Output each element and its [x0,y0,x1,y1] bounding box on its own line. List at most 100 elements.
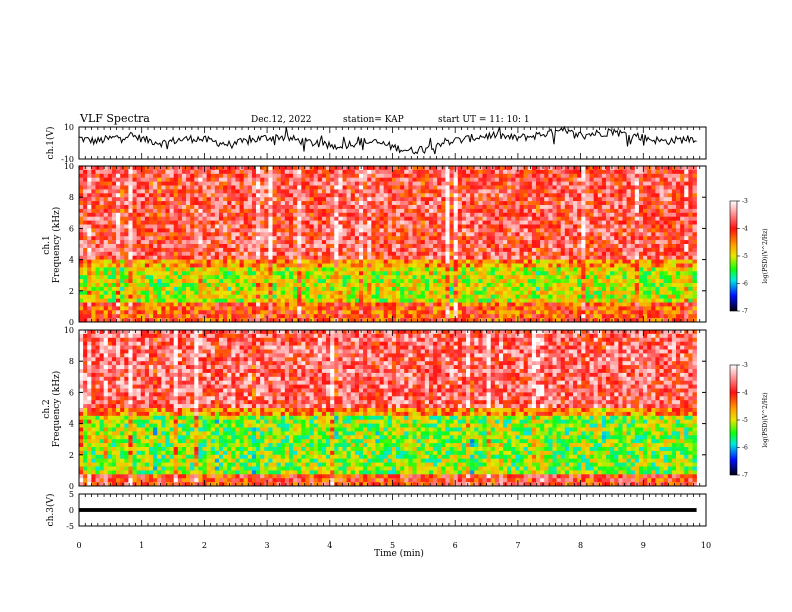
spectrogram-cell [573,279,578,284]
spectrogram-cell [548,302,553,307]
spectrogram-cell [511,244,516,249]
spectrogram-cell [367,267,372,272]
spectrogram-cell [165,290,170,295]
spectrogram-cell [408,173,413,178]
spectrogram-cell [350,228,356,233]
spectrogram-cell [235,279,240,284]
spectrogram-cell [334,169,339,175]
spectrogram-cell [404,279,409,284]
spectrogram-cell [264,283,269,288]
spectrogram-cell [363,290,368,295]
spectrogram-cell [169,208,174,214]
spectrogram-cell [346,310,352,315]
spectrogram-cell [276,166,282,171]
spectrogram-cell [498,220,504,225]
spectrogram-cell [120,267,125,272]
spectrogram-cell [441,306,446,311]
spectrogram-cell [321,201,327,206]
spectrogram-cell [95,298,100,303]
spectrogram-cell [523,286,529,292]
spectrogram-cell [503,286,508,292]
spectrogram-cell [416,244,422,249]
spectrogram-cell [190,232,195,237]
spectrogram-cell [424,232,430,237]
spectrogram-cell [536,267,541,272]
spectrogram-cell [157,228,162,233]
spectrogram-cell [83,177,88,182]
spectrogram-cell [330,251,335,256]
spectrogram-cell [153,205,158,210]
spectrogram-cell [272,173,277,178]
spectrogram-cell [194,286,199,292]
spectrogram-cell [210,205,216,210]
spectrogram-cell [148,314,154,319]
spectrogram-cell [181,255,187,260]
spectrogram-cell [577,302,582,307]
spectrogram-cell [564,259,570,264]
spectrogram-cell [99,302,105,307]
spectrogram-cell [470,232,475,237]
spectrogram-cell [124,286,129,292]
spectrogram-cell [531,169,537,175]
spectrogram-cell [470,306,475,311]
spectrogram-cell [140,283,146,288]
spectrogram-cell [148,166,154,171]
spectrogram-cell [251,286,257,292]
spectrogram-cell [441,271,446,276]
spectrogram-cell [383,279,389,284]
spectrogram-cell [235,314,240,319]
spectrogram-cell [470,181,475,186]
spectrogram-cell [239,259,244,264]
spectrogram-cell [157,306,162,311]
spectrogram-cell [428,255,434,260]
spectrogram-cell [498,263,504,268]
spectrogram-cell [367,283,372,288]
spectrogram-cell [482,314,487,319]
spectrogram-cell [342,267,347,272]
spectrogram-cell [95,224,100,229]
spectrogram-cell [235,197,240,202]
spectrogram-cell [235,166,240,171]
spectrogram-cell [396,216,401,221]
spectrogram-cell [527,255,533,260]
spectrogram-cell [116,193,121,198]
spectrogram-cell [494,247,500,253]
spectrogram-cell [519,306,524,311]
spectrogram-cell [235,247,240,253]
spectrogram-cell [198,244,203,249]
spectrogram-cell [227,220,232,225]
spectrogram-cell [280,302,286,307]
spectrogram-cell [148,236,154,241]
spectrogram-cell [165,267,170,272]
spectrogram-cell [527,205,533,210]
spectrogram-cell [523,232,529,237]
spectrogram-cell [531,318,537,323]
spectrogram-cell [453,302,459,307]
spectrogram-cell [466,263,471,268]
spectrogram-cell [305,279,310,284]
spectrogram-cell [247,185,253,190]
spectrogram-cell [317,259,323,264]
spectrogram-cell [268,244,273,249]
spectrogram-cell [453,255,459,260]
spectrogram-cell [214,294,220,299]
spectrogram-cell [544,228,549,233]
spectrogram-cell [116,310,121,315]
spectrogram-cell [218,247,224,253]
spectrogram-cell [354,279,360,284]
spectrogram-cell [556,216,562,221]
spectrogram-cell [466,294,471,299]
spectrogram-cell [354,283,360,288]
spectrogram-cell [190,267,195,272]
spectrogram-cell [461,208,467,214]
spectrogram-cell [293,310,298,315]
spectrogram-cell [116,205,121,210]
spectrogram-cell [540,279,545,284]
spectrogram-cell [437,259,442,264]
spectrogram-cell [169,247,174,253]
spectrogram-cell [284,212,290,217]
spectrogram-cell [231,247,236,253]
spectrogram-cell [548,271,553,276]
spectrogram-cell [428,236,434,241]
spectrogram-cell [95,181,100,186]
